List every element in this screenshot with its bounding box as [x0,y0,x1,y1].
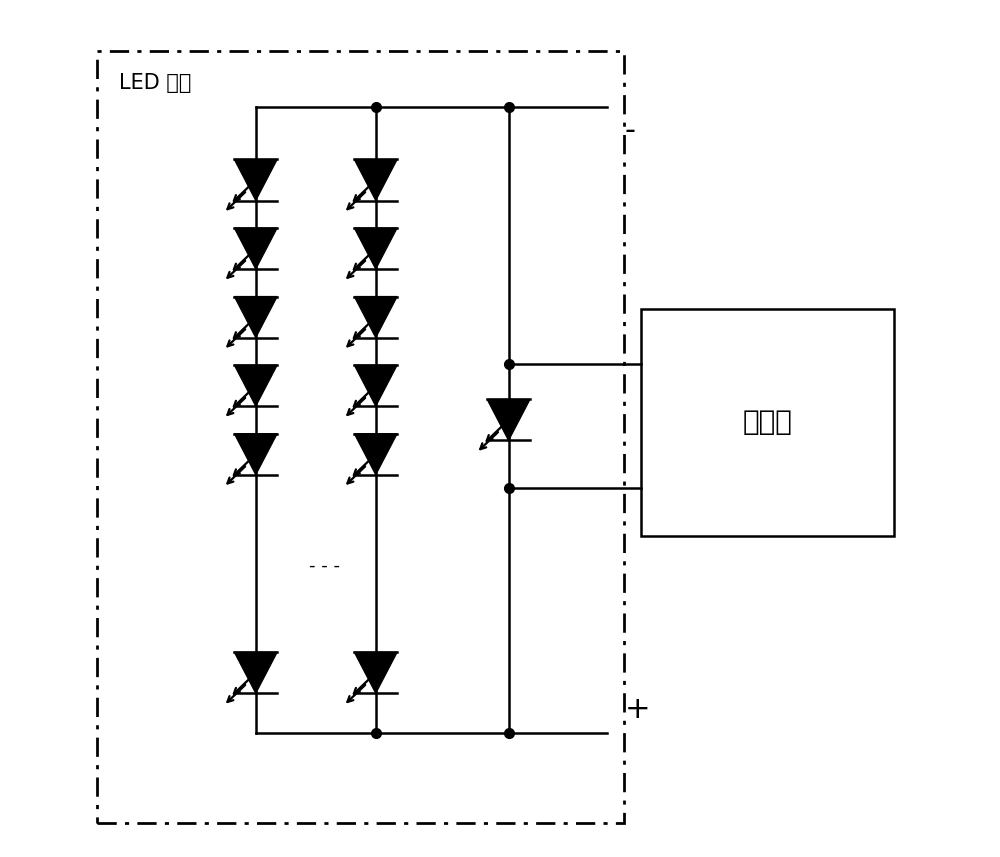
Text: +: + [624,695,650,724]
Polygon shape [354,652,397,693]
Polygon shape [234,652,277,693]
Polygon shape [234,159,277,201]
Polygon shape [234,297,277,338]
Bar [97,51,624,823]
Polygon shape [234,365,277,406]
Polygon shape [234,228,277,269]
Polygon shape [487,399,530,440]
Text: LED 列阵: LED 列阵 [119,73,191,93]
Bar [641,309,894,536]
Polygon shape [354,159,397,201]
Text: - - -: - - - [309,556,340,575]
Polygon shape [354,228,397,269]
Polygon shape [354,434,397,475]
Polygon shape [354,297,397,338]
Polygon shape [234,434,277,475]
Polygon shape [354,365,397,406]
Text: 电压表: 电压表 [743,408,793,436]
Text: -: - [624,116,635,145]
